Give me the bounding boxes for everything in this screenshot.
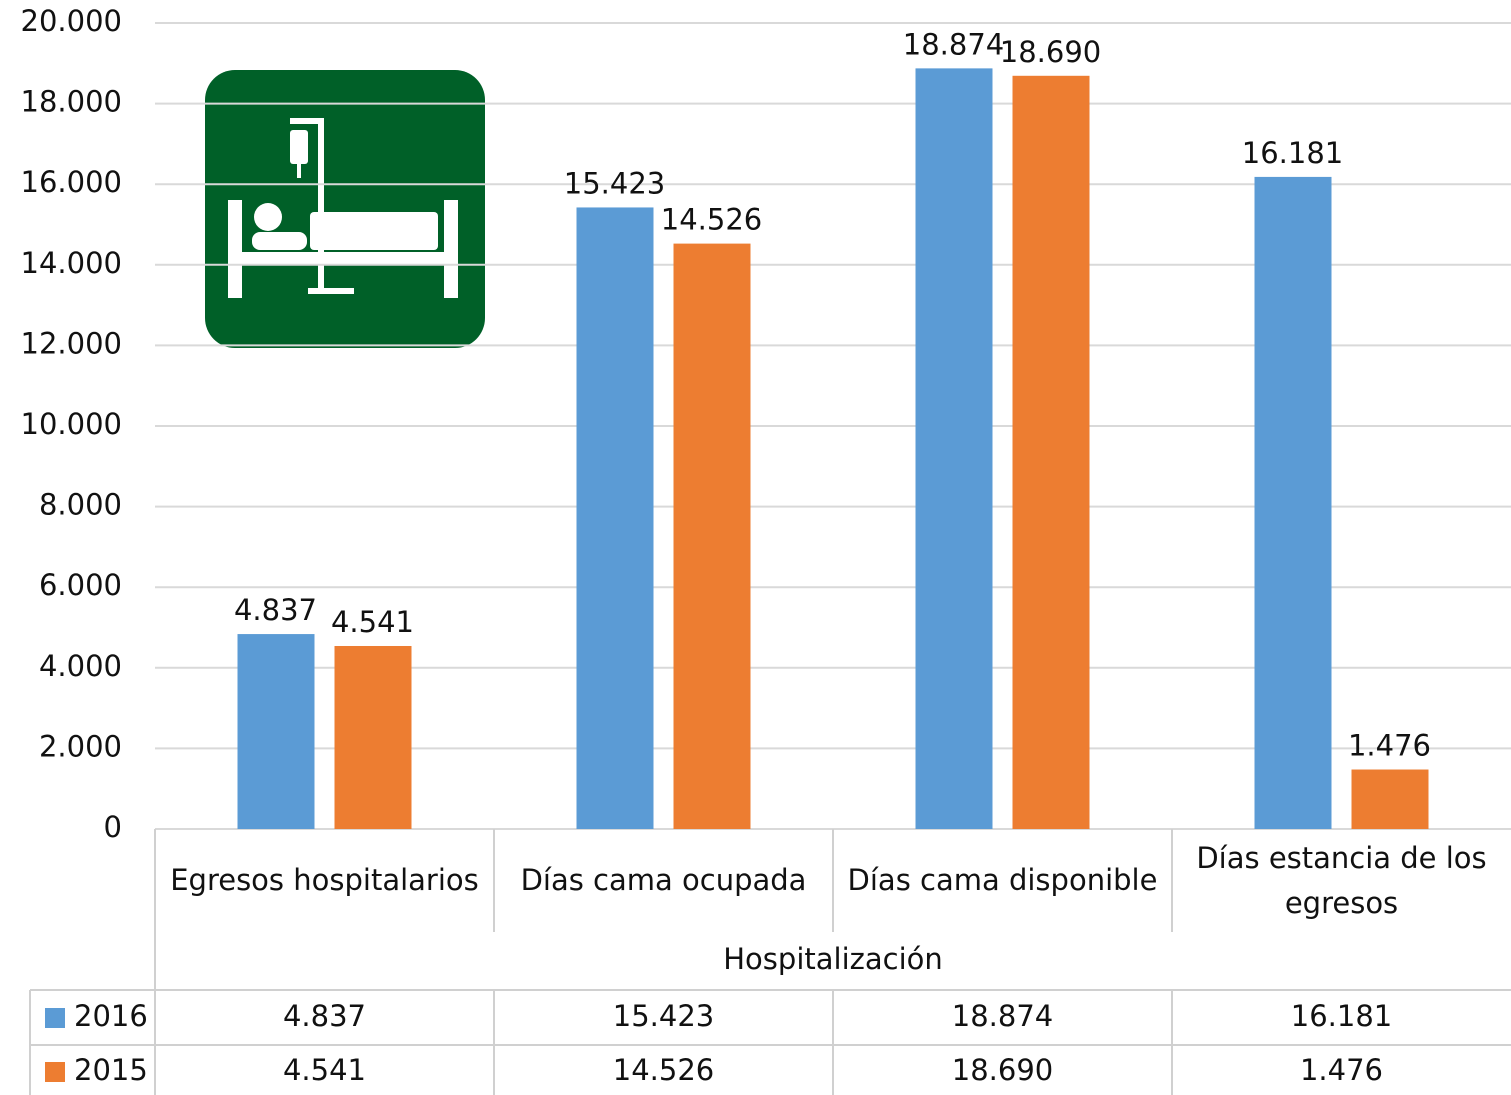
table-cell: 18.690 xyxy=(952,1053,1053,1087)
x-tick-label: Egresos hospitalarios xyxy=(160,829,490,932)
y-tick-label: 18.000 xyxy=(21,85,122,119)
y-tick-label: 4.000 xyxy=(39,649,122,683)
y-tick-label: 12.000 xyxy=(21,326,122,360)
legend-label: 2015 xyxy=(74,1053,148,1087)
bar xyxy=(1255,177,1332,829)
table-cell: 4.541 xyxy=(283,1053,366,1087)
bar xyxy=(335,646,412,829)
bar xyxy=(1013,76,1090,829)
table-cell: 1.476 xyxy=(1300,1053,1383,1087)
legend-swatch xyxy=(45,1062,65,1082)
bar xyxy=(577,207,654,829)
y-tick-label: 8.000 xyxy=(39,488,122,522)
legend-label: 2016 xyxy=(74,999,148,1033)
y-tick-label: 16.000 xyxy=(21,165,122,199)
data-label: 14.526 xyxy=(661,203,762,237)
y-tick-label: 20.000 xyxy=(21,4,122,38)
data-label: 18.874 xyxy=(903,27,1004,61)
y-tick-label: 14.000 xyxy=(21,246,122,280)
table-cell: 4.837 xyxy=(283,999,366,1033)
y-tick-label: 2.000 xyxy=(39,729,122,763)
bar xyxy=(238,634,315,829)
x-tick-label: Días cama disponible xyxy=(838,829,1168,932)
x-axis-label: Hospitalización xyxy=(723,942,943,976)
table-cell: 16.181 xyxy=(1291,999,1392,1033)
y-tick-label: 6.000 xyxy=(39,568,122,602)
data-label: 1.476 xyxy=(1348,729,1431,763)
table-cell: 18.874 xyxy=(952,999,1053,1033)
data-label: 4.541 xyxy=(331,605,414,639)
data-label: 18.690 xyxy=(1000,35,1101,69)
data-label: 16.181 xyxy=(1242,136,1343,170)
data-label: 15.423 xyxy=(564,166,665,200)
y-tick-label: 0 xyxy=(104,810,122,844)
bar xyxy=(1352,770,1429,829)
x-tick-label: Días cama ocupada xyxy=(499,829,829,932)
bar xyxy=(674,244,751,829)
y-tick-label: 10.000 xyxy=(21,407,122,441)
page: 0 2.000 4.000 6.000 8.000 10.000 12.000 14.000 1… xyxy=(0,0,1511,1095)
bed-icon xyxy=(205,70,485,348)
bar xyxy=(916,68,993,829)
table-cell: 14.526 xyxy=(613,1053,714,1087)
data-label: 4.837 xyxy=(234,593,317,627)
legend-swatch xyxy=(45,1008,65,1028)
x-tick-label: Días estancia de los egresos xyxy=(1177,829,1507,932)
table-cell: 15.423 xyxy=(613,999,714,1033)
